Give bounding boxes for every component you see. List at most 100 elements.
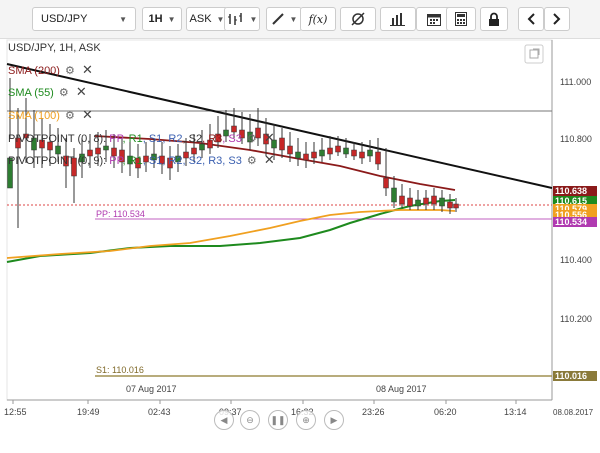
legend-label: SMA (55) (8, 87, 54, 99)
timeframe-selector[interactable]: 1H ▼ (142, 7, 182, 31)
chevron-left-icon: ◀ (220, 414, 228, 425)
bar-chart-button[interactable] (380, 7, 416, 31)
close-icon[interactable]: ✕ (75, 84, 87, 99)
pivot-part-label: PP (109, 133, 123, 145)
indicators-button[interactable]: f(x) (300, 7, 336, 31)
candle-body (271, 139, 277, 149)
pause-button[interactable]: ❚❚ (268, 410, 288, 430)
candle-body (247, 131, 253, 143)
draw-icon (271, 13, 284, 25)
candle-body (255, 127, 261, 139)
candle-body (335, 145, 341, 153)
scroll-left-button[interactable] (518, 7, 544, 31)
gear-icon[interactable]: ⚙ (58, 87, 69, 99)
zoom-out-button[interactable]: ⊖ (240, 410, 260, 430)
calculator-button[interactable] (446, 7, 476, 31)
candle-body (231, 125, 237, 133)
candle-body (263, 133, 269, 145)
candle-body (319, 149, 325, 157)
price-type-selector[interactable]: ASK ▼ (186, 7, 228, 31)
chevron-down-icon: ▼ (167, 14, 176, 24)
candle-body (287, 145, 293, 155)
close-icon[interactable]: ✕ (81, 107, 93, 122)
time-tick-label: 02:43 (148, 407, 171, 417)
candle-body (279, 137, 285, 151)
candle-body (111, 147, 117, 157)
gear-icon[interactable]: ⚙ (65, 110, 75, 122)
calculator-icon (455, 12, 467, 26)
candle-body (207, 139, 213, 149)
candle-body (63, 155, 69, 167)
expand-icon[interactable] (524, 44, 544, 64)
candle-body (23, 133, 29, 139)
pivot-part-label: , S1 (142, 133, 163, 145)
close-icon[interactable]: ✕ (263, 152, 275, 167)
lock-icon (489, 12, 499, 26)
pivot-parts: PP, R1, S1, R2, S2, R3, S3 (109, 155, 242, 167)
price-tick-label: 110.800 (560, 134, 592, 144)
chart-type-button[interactable]: ▼ (224, 7, 260, 31)
candle-body (327, 147, 333, 155)
pivot-part-label: , R3 (202, 155, 223, 167)
date-label: 08 Aug 2017 (376, 384, 427, 394)
candle-body (447, 201, 453, 209)
pivot-part-label: , R2 (162, 133, 183, 145)
candle-body (303, 153, 309, 161)
price-chart[interactable]: 111.000 110.800 110.400 110.200 PP: 110.… (0, 38, 600, 453)
calendar-icon (427, 14, 441, 26)
pause-icon: ❚❚ (270, 414, 286, 425)
time-axis (12, 400, 517, 404)
legend-pivot-2: PIVOTPOINT (0, 9): PP, R1, S1, R2, S2, R… (8, 152, 275, 168)
close-icon[interactable]: ✕ (263, 130, 275, 145)
s1-label: S1: 110.016 (96, 365, 144, 375)
nav-last-button[interactable]: ▶ (324, 410, 344, 430)
pivot-part-label: , S2 (182, 155, 203, 167)
pivot-part-label: , R1 (122, 155, 143, 167)
candle-body (71, 157, 77, 177)
lock-button[interactable] (480, 7, 508, 31)
candle-body (343, 147, 349, 155)
candle-body (183, 151, 189, 159)
close-icon[interactable]: ✕ (81, 62, 93, 77)
candle-body (15, 137, 21, 149)
candle-body (159, 155, 165, 165)
price-box-s1: 110.016 (553, 371, 597, 381)
draw-button[interactable]: ▼ (266, 7, 302, 31)
chart-area[interactable]: 111.000 110.800 110.400 110.200 PP: 110.… (0, 38, 600, 453)
candle-body (143, 155, 149, 163)
zoom-in-button[interactable]: ⊕ (296, 410, 316, 430)
candle-body (383, 177, 389, 189)
pivot-part-label: , R3 (202, 133, 223, 145)
gear-icon[interactable]: ⚙ (246, 155, 257, 167)
price-type-label: ASK (189, 13, 212, 25)
candle-body (119, 149, 125, 163)
candle-body (79, 153, 85, 163)
candle-body (127, 155, 133, 165)
candle-body (135, 157, 141, 169)
crosshair-button[interactable] (340, 7, 376, 31)
legend-label: PIVOTPOINT (0, 9): (8, 155, 107, 167)
price-box-sma100: 110.556 (553, 210, 597, 220)
nav-first-button[interactable]: ◀ (214, 410, 234, 430)
symbol-selector[interactable]: USD/JPY ▼ (32, 7, 136, 31)
legend-label: SMA (200) (8, 65, 60, 77)
candle-body (223, 129, 229, 137)
candle-body (407, 197, 413, 207)
time-tick-label: 19:49 (77, 407, 100, 417)
price-tick-label: 110.200 (560, 314, 592, 324)
pivot-part-label: , S3 (222, 133, 242, 145)
time-tick-label: 08.08.2017 (553, 408, 594, 417)
candle-body (31, 137, 37, 151)
candle-body (175, 155, 181, 163)
pivot-part-label: , S2 (182, 133, 203, 145)
price-tick-label: 111.000 (560, 77, 591, 87)
gear-icon[interactable]: ⚙ (246, 133, 257, 145)
legend-sma-55: SMA (55) ⚙ ✕ (8, 84, 87, 100)
chevron-down-icon: ▼ (119, 14, 127, 24)
candle-body (95, 147, 101, 155)
time-tick-label: 23:26 (362, 407, 385, 417)
gear-icon[interactable]: ⚙ (65, 65, 75, 77)
bar-chart-icon (390, 13, 405, 26)
candle-body (103, 145, 109, 151)
scroll-right-button[interactable] (544, 7, 570, 31)
